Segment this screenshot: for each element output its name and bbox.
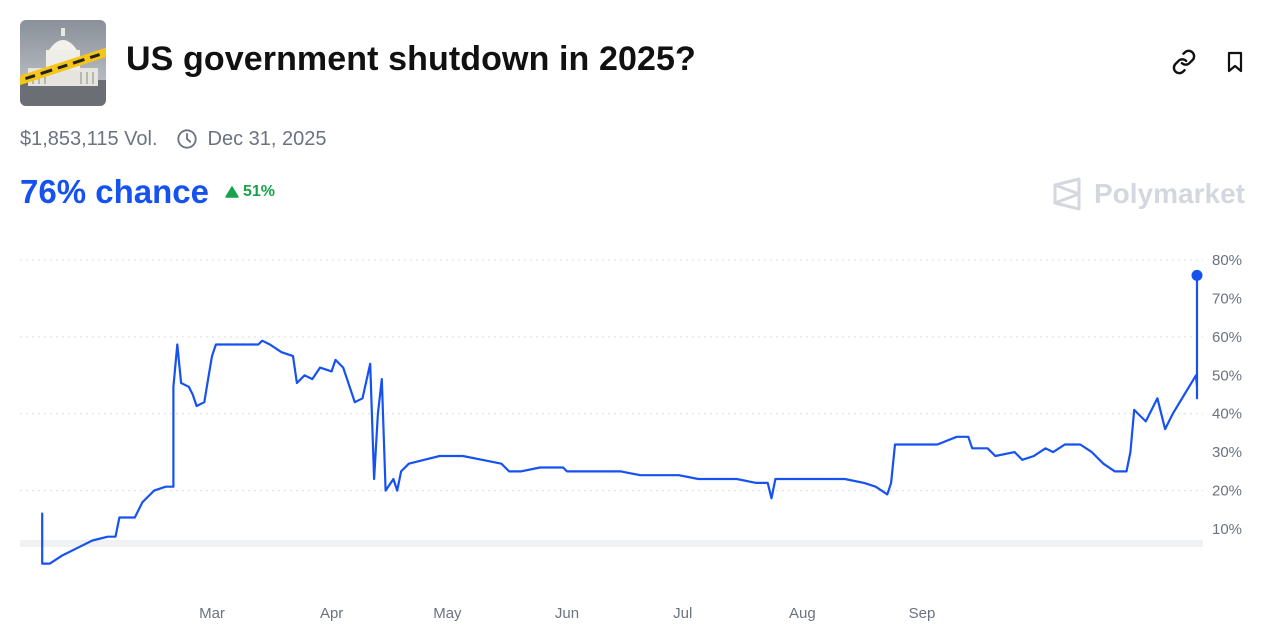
y-tick-label: 80%	[1212, 252, 1242, 269]
y-tick-label: 70%	[1212, 290, 1242, 307]
y-tick-label: 50%	[1212, 367, 1242, 384]
volume-text: $1,853,115 Vol.	[20, 127, 158, 150]
chance-value: 76% chance	[20, 173, 209, 210]
x-tick-label: Jun	[555, 605, 579, 622]
capitol-shutdown-image	[20, 20, 106, 106]
market-meta: $1,853,115 Vol. Dec 31, 2025	[20, 126, 327, 152]
series-line	[41, 274, 1199, 565]
brand-name: Polymarket	[1094, 178, 1245, 209]
x-tick-label: Apr	[320, 605, 343, 622]
bookmark-button[interactable]	[1220, 47, 1250, 77]
odds-summary: 76% chance 51%	[20, 170, 275, 214]
y-tick-label: 20%	[1212, 483, 1242, 500]
x-tick-label: May	[433, 605, 462, 622]
end-date-text: Dec 31, 2025	[207, 127, 327, 150]
copy-link-button[interactable]	[1169, 47, 1199, 77]
x-tick-label: Aug	[789, 605, 816, 622]
baseline-band	[20, 540, 1203, 547]
triangle-up-icon	[225, 186, 239, 198]
polymarket-logo-icon	[1053, 177, 1081, 211]
y-tick-label: 30%	[1212, 444, 1242, 461]
polymarket-brand: Polymarket	[1052, 174, 1245, 214]
bookmark-icon	[1227, 51, 1243, 73]
y-tick-label: 10%	[1212, 521, 1242, 538]
change-value: 51%	[242, 183, 275, 200]
x-tick-label: Mar	[199, 605, 225, 622]
y-tick-label: 40%	[1212, 406, 1242, 423]
series-end-point	[1191, 269, 1203, 281]
probability-chart: 10% 20% 30% 40% 50% 60% 70% 80% Mar Apr May Jun Jul A…	[20, 252, 1242, 622]
change-badge: 51%	[225, 183, 275, 201]
clock-icon	[176, 128, 198, 150]
market-thumbnail	[20, 20, 106, 106]
x-tick-label: Sep	[909, 605, 936, 622]
x-tick-label: Jul	[673, 605, 692, 622]
market-title: US government shutdown in 2025?	[126, 40, 696, 78]
y-tick-label: 60%	[1212, 329, 1242, 346]
link-icon	[1172, 49, 1196, 75]
